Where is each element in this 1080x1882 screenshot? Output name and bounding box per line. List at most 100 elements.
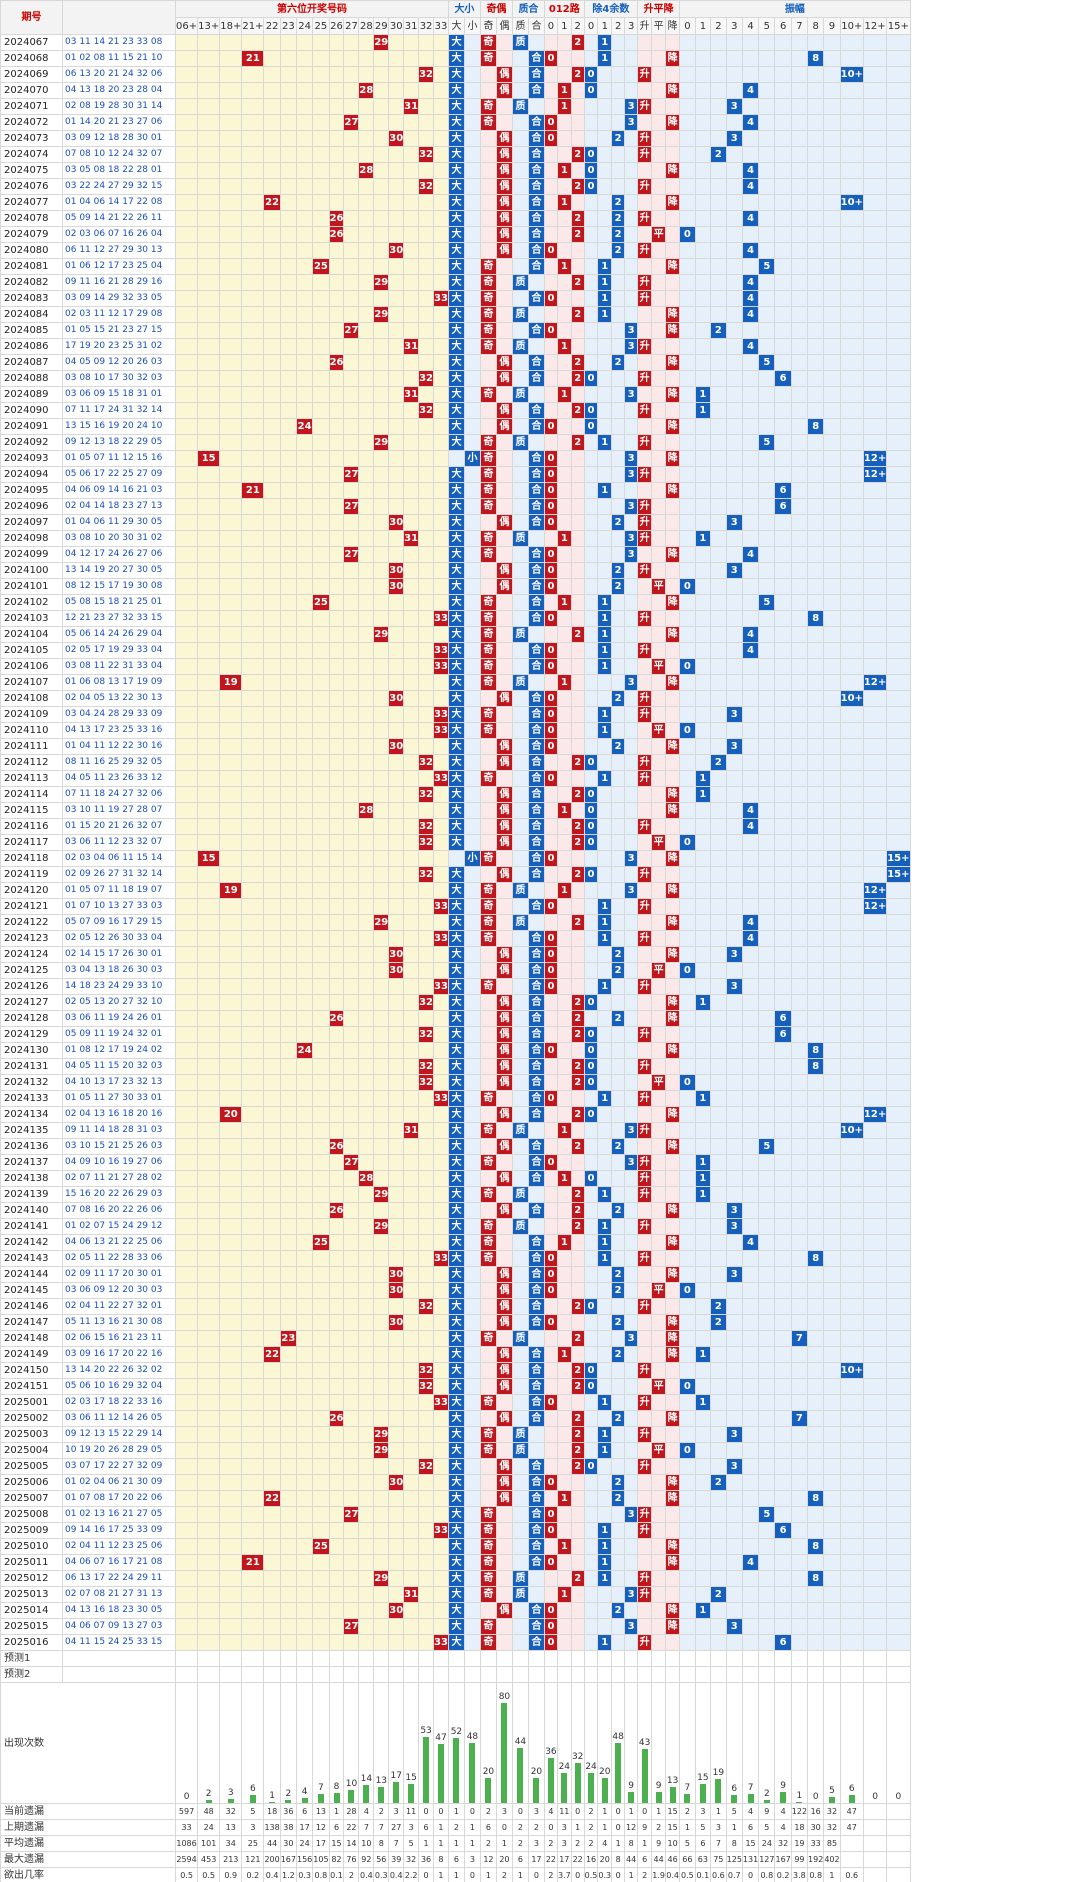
- forecast-cell[interactable]: [343, 1666, 360, 1683]
- forecast-cell[interactable]: [839, 1650, 864, 1667]
- forecast-cell[interactable]: [807, 1666, 825, 1683]
- forecast-cell[interactable]: [556, 1650, 572, 1667]
- forecast-cell[interactable]: [665, 1650, 681, 1667]
- forecast-cell[interactable]: [823, 1650, 841, 1667]
- miss-cell: [774, 1154, 792, 1171]
- forecast-cell[interactable]: [543, 1650, 558, 1667]
- forecast-cell[interactable]: [790, 1666, 809, 1683]
- forecast-cell[interactable]: [219, 1650, 243, 1667]
- forecast-cell[interactable]: [373, 1666, 390, 1683]
- forecast-cell[interactable]: [597, 1666, 613, 1683]
- forecast-cell[interactable]: [219, 1666, 243, 1683]
- forecast-cell[interactable]: [611, 1650, 626, 1667]
- miss-cell: [219, 354, 243, 371]
- miss-cell: [418, 882, 435, 899]
- forecast-cell[interactable]: [479, 1650, 497, 1667]
- forecast-cell[interactable]: [694, 1650, 712, 1667]
- forecast-cell[interactable]: [862, 1650, 888, 1667]
- miss-cell: [839, 1234, 864, 1251]
- forecast-cell[interactable]: [343, 1650, 360, 1667]
- forecast-cell[interactable]: [197, 1666, 221, 1683]
- forecast-cell[interactable]: [263, 1666, 281, 1683]
- forecast-cell[interactable]: [651, 1666, 667, 1683]
- forecast-cell[interactable]: [312, 1650, 330, 1667]
- forecast-cell[interactable]: [312, 1666, 330, 1683]
- forecast-cell[interactable]: [758, 1650, 776, 1667]
- miss-cell: [694, 1074, 712, 1091]
- forecast-cell[interactable]: [328, 1666, 345, 1683]
- forecast-cell[interactable]: [556, 1666, 572, 1683]
- forecast-cell[interactable]: [823, 1666, 841, 1683]
- forecast-cell[interactable]: [433, 1650, 449, 1667]
- miss-cell: [403, 930, 420, 947]
- forecast-cell[interactable]: [447, 1650, 465, 1667]
- forecast-cell[interactable]: [479, 1666, 497, 1683]
- miss-cell: [328, 1106, 345, 1123]
- forecast-cell[interactable]: [679, 1650, 696, 1667]
- forecast-cell[interactable]: [418, 1650, 435, 1667]
- forecast-cell[interactable]: [679, 1666, 696, 1683]
- forecast-cell[interactable]: [710, 1650, 727, 1667]
- forecast-cell[interactable]: [725, 1650, 743, 1667]
- forecast-cell[interactable]: [495, 1650, 513, 1667]
- forecast-cell[interactable]: [637, 1666, 653, 1683]
- forecast-cell[interactable]: [295, 1650, 314, 1667]
- forecast-cell[interactable]: [279, 1666, 298, 1683]
- forecast-cell[interactable]: [597, 1650, 613, 1667]
- forecast-cell[interactable]: [279, 1650, 298, 1667]
- forecast-cell[interactable]: [774, 1666, 792, 1683]
- forecast-cell[interactable]: [741, 1666, 760, 1683]
- miss-cell: [823, 850, 841, 867]
- forecast-cell[interactable]: [624, 1650, 639, 1667]
- forecast-cell[interactable]: [263, 1650, 281, 1667]
- forecast-cell[interactable]: [197, 1650, 221, 1667]
- forecast-cell[interactable]: [373, 1650, 390, 1667]
- forecast-cell[interactable]: [527, 1650, 545, 1667]
- forecast-cell[interactable]: [637, 1650, 653, 1667]
- forecast-cell[interactable]: [624, 1666, 639, 1683]
- forecast-cell[interactable]: [463, 1666, 481, 1683]
- forecast-cell[interactable]: [583, 1650, 599, 1667]
- forecast-cell[interactable]: [665, 1666, 681, 1683]
- forecast-cell[interactable]: [543, 1666, 558, 1683]
- miss-cell: [174, 354, 199, 371]
- forecast-cell[interactable]: [358, 1666, 375, 1683]
- forecast-cell[interactable]: [388, 1666, 405, 1683]
- forecast-cell[interactable]: [774, 1650, 792, 1667]
- forecast-cell[interactable]: [463, 1650, 481, 1667]
- forecast-cell[interactable]: [511, 1650, 529, 1667]
- forecast-cell[interactable]: [741, 1650, 760, 1667]
- forecast-cell[interactable]: [725, 1666, 743, 1683]
- forecast-cell[interactable]: [241, 1650, 265, 1667]
- forecast-cell[interactable]: [583, 1666, 599, 1683]
- forecast-cell[interactable]: [447, 1666, 465, 1683]
- forecast-cell[interactable]: [174, 1650, 199, 1667]
- forecast-cell[interactable]: [403, 1666, 420, 1683]
- forecast-cell[interactable]: [651, 1650, 667, 1667]
- forecast-cell[interactable]: [570, 1666, 585, 1683]
- forecast-cell[interactable]: [758, 1666, 776, 1683]
- forecast-cell[interactable]: [807, 1650, 825, 1667]
- forecast-cell[interactable]: [403, 1650, 420, 1667]
- miss-cell: [570, 1634, 585, 1651]
- forecast-cell[interactable]: [295, 1666, 314, 1683]
- miss-cell: [219, 1330, 243, 1347]
- forecast-cell[interactable]: [241, 1666, 265, 1683]
- forecast-cell[interactable]: [710, 1666, 727, 1683]
- forecast-cell[interactable]: [495, 1666, 513, 1683]
- forecast-cell[interactable]: [358, 1650, 375, 1667]
- forecast-cell[interactable]: [611, 1666, 626, 1683]
- forecast-cell[interactable]: [388, 1650, 405, 1667]
- forecast-cell[interactable]: [527, 1666, 545, 1683]
- forecast-cell[interactable]: [418, 1666, 435, 1683]
- forecast-cell[interactable]: [790, 1650, 809, 1667]
- forecast-cell[interactable]: [433, 1666, 449, 1683]
- forecast-cell[interactable]: [570, 1650, 585, 1667]
- forecast-cell[interactable]: [328, 1650, 345, 1667]
- forecast-cell[interactable]: [886, 1650, 911, 1667]
- miss-cell: [839, 482, 864, 499]
- forecast-cell[interactable]: [694, 1666, 712, 1683]
- miss-cell: [433, 674, 449, 691]
- forecast-cell[interactable]: [174, 1666, 199, 1683]
- forecast-cell[interactable]: [511, 1666, 529, 1683]
